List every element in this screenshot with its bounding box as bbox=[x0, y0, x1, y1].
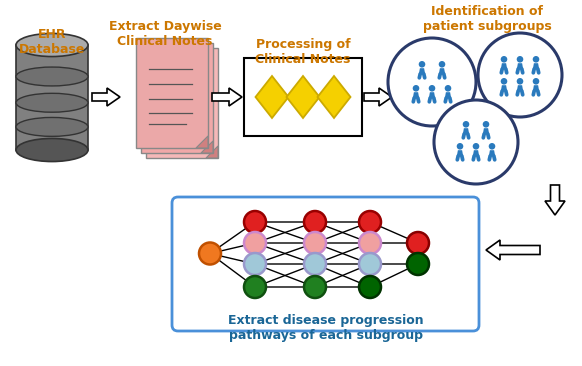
Circle shape bbox=[517, 56, 523, 63]
Circle shape bbox=[501, 78, 508, 85]
Text: Extract disease progression
pathways of each subgroup: Extract disease progression pathways of … bbox=[228, 314, 424, 342]
Text: Processing of
Clinical Notes: Processing of Clinical Notes bbox=[255, 38, 351, 66]
Circle shape bbox=[304, 253, 326, 275]
Circle shape bbox=[359, 276, 381, 298]
Circle shape bbox=[199, 243, 221, 265]
Polygon shape bbox=[429, 92, 435, 98]
Bar bbox=[136, 38, 208, 148]
Circle shape bbox=[429, 85, 435, 92]
Circle shape bbox=[482, 121, 489, 128]
Polygon shape bbox=[463, 128, 469, 134]
Ellipse shape bbox=[16, 33, 88, 57]
Circle shape bbox=[445, 85, 451, 92]
Polygon shape bbox=[533, 85, 539, 91]
Circle shape bbox=[244, 232, 266, 254]
Polygon shape bbox=[517, 85, 523, 91]
Polygon shape bbox=[255, 76, 289, 118]
Polygon shape bbox=[457, 150, 463, 156]
Circle shape bbox=[434, 100, 518, 184]
Circle shape bbox=[388, 38, 476, 126]
Circle shape bbox=[413, 85, 419, 92]
Circle shape bbox=[439, 61, 445, 68]
Circle shape bbox=[407, 232, 429, 254]
Text: Identification of
patient subgroups: Identification of patient subgroups bbox=[423, 5, 551, 33]
Text: Extract Daywise
Clinical Notes: Extract Daywise Clinical Notes bbox=[109, 20, 221, 48]
Circle shape bbox=[359, 232, 381, 254]
Bar bbox=[141, 43, 213, 153]
Circle shape bbox=[478, 33, 562, 117]
Polygon shape bbox=[489, 150, 495, 156]
Polygon shape bbox=[486, 240, 540, 260]
Polygon shape bbox=[445, 92, 451, 98]
Polygon shape bbox=[545, 185, 565, 215]
Polygon shape bbox=[533, 63, 539, 69]
Polygon shape bbox=[473, 150, 479, 156]
Polygon shape bbox=[419, 68, 425, 74]
Bar bbox=[16, 45, 88, 150]
Circle shape bbox=[244, 211, 266, 233]
Polygon shape bbox=[439, 68, 445, 74]
Text: EHR
Database: EHR Database bbox=[19, 28, 85, 56]
Polygon shape bbox=[501, 85, 507, 91]
Polygon shape bbox=[517, 63, 523, 69]
Polygon shape bbox=[286, 76, 320, 118]
Polygon shape bbox=[212, 88, 242, 106]
Circle shape bbox=[359, 253, 381, 275]
Polygon shape bbox=[201, 141, 213, 153]
Circle shape bbox=[407, 253, 429, 275]
FancyBboxPatch shape bbox=[172, 197, 479, 331]
Ellipse shape bbox=[16, 67, 88, 86]
Circle shape bbox=[304, 211, 326, 233]
Circle shape bbox=[473, 143, 480, 150]
Circle shape bbox=[304, 276, 326, 298]
Circle shape bbox=[489, 143, 495, 150]
Ellipse shape bbox=[16, 93, 88, 112]
Circle shape bbox=[359, 211, 381, 233]
Circle shape bbox=[501, 56, 508, 63]
Ellipse shape bbox=[16, 117, 88, 137]
Polygon shape bbox=[92, 88, 120, 106]
Ellipse shape bbox=[16, 138, 88, 161]
Circle shape bbox=[304, 232, 326, 254]
Circle shape bbox=[457, 143, 463, 150]
Polygon shape bbox=[501, 63, 507, 69]
Circle shape bbox=[244, 253, 266, 275]
Bar bbox=[146, 48, 218, 158]
Circle shape bbox=[533, 56, 540, 63]
Polygon shape bbox=[364, 88, 392, 106]
Polygon shape bbox=[196, 136, 208, 148]
Circle shape bbox=[463, 121, 469, 128]
Polygon shape bbox=[483, 128, 489, 134]
Polygon shape bbox=[413, 92, 419, 98]
Circle shape bbox=[517, 78, 523, 85]
Circle shape bbox=[533, 78, 540, 85]
Circle shape bbox=[418, 61, 425, 68]
Circle shape bbox=[244, 276, 266, 298]
Bar bbox=[244, 58, 362, 136]
Polygon shape bbox=[318, 76, 350, 118]
Polygon shape bbox=[206, 146, 218, 158]
